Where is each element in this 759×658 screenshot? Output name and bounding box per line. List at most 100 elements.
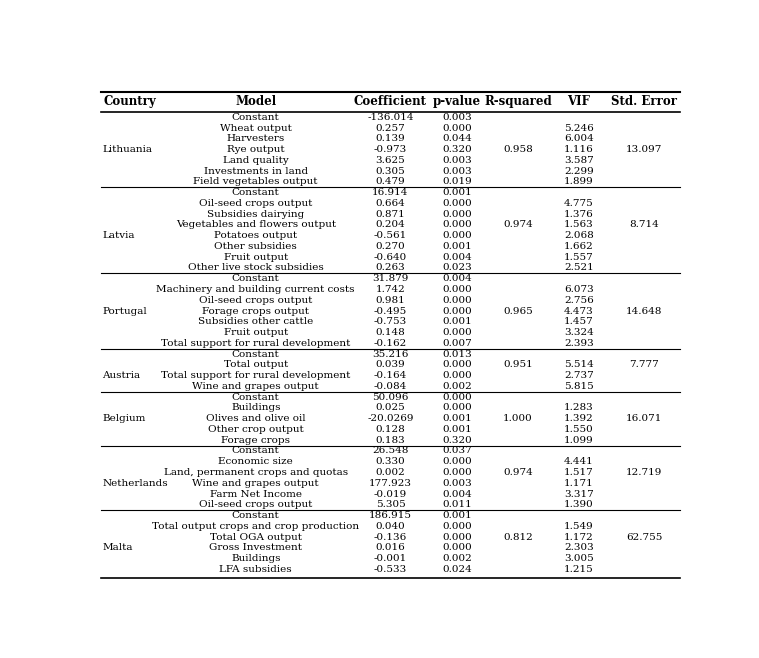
Text: 0.000: 0.000 [442, 361, 472, 369]
Text: -0.495: -0.495 [374, 307, 407, 316]
Text: 0.270: 0.270 [376, 242, 405, 251]
Text: 1.457: 1.457 [564, 317, 594, 326]
Text: 0.003: 0.003 [442, 113, 472, 122]
Text: 1.517: 1.517 [564, 468, 594, 477]
Text: 0.958: 0.958 [503, 145, 533, 154]
Text: Wine and grapes output: Wine and grapes output [193, 382, 319, 391]
Text: 0.148: 0.148 [376, 328, 405, 337]
Text: 0.000: 0.000 [442, 231, 472, 240]
Text: Machinery and building current costs: Machinery and building current costs [156, 285, 355, 294]
Text: Farm Net Income: Farm Net Income [209, 490, 302, 499]
Text: 3.317: 3.317 [564, 490, 594, 499]
Text: 0.016: 0.016 [376, 544, 405, 552]
Text: Total support for rural development: Total support for rural development [161, 339, 351, 348]
Text: 2.303: 2.303 [564, 544, 594, 552]
Text: LFA subsidies: LFA subsidies [219, 565, 292, 574]
Text: 2.393: 2.393 [564, 339, 594, 348]
Text: Portugal: Portugal [102, 307, 147, 316]
Text: 13.097: 13.097 [625, 145, 662, 154]
Text: 35.216: 35.216 [372, 349, 408, 359]
Text: 0.001: 0.001 [442, 317, 472, 326]
Text: 0.974: 0.974 [503, 220, 533, 230]
Text: 0.040: 0.040 [376, 522, 405, 531]
Text: 0.044: 0.044 [442, 134, 472, 143]
Text: 0.981: 0.981 [376, 296, 405, 305]
Text: 3.324: 3.324 [564, 328, 594, 337]
Text: 0.812: 0.812 [503, 532, 533, 542]
Text: 1.662: 1.662 [564, 242, 594, 251]
Text: Coefficient: Coefficient [354, 95, 427, 109]
Text: 0.039: 0.039 [376, 361, 405, 369]
Text: Buildings: Buildings [231, 403, 281, 413]
Text: 0.263: 0.263 [376, 263, 405, 272]
Text: 2.299: 2.299 [564, 166, 594, 176]
Text: 50.096: 50.096 [372, 393, 408, 401]
Text: Constant: Constant [231, 393, 279, 401]
Text: -0.533: -0.533 [374, 565, 407, 574]
Text: Constant: Constant [231, 447, 279, 455]
Text: 0.000: 0.000 [442, 393, 472, 401]
Text: Constant: Constant [231, 188, 279, 197]
Text: -0.162: -0.162 [374, 339, 407, 348]
Text: -136.014: -136.014 [367, 113, 414, 122]
Text: -0.973: -0.973 [374, 145, 407, 154]
Text: -0.561: -0.561 [374, 231, 407, 240]
Text: 0.024: 0.024 [442, 565, 472, 574]
Text: 0.002: 0.002 [442, 382, 472, 391]
Text: 0.001: 0.001 [442, 188, 472, 197]
Text: 3.587: 3.587 [564, 156, 594, 165]
Text: 16.914: 16.914 [372, 188, 408, 197]
Text: -0.019: -0.019 [374, 490, 407, 499]
Text: 1.116: 1.116 [564, 145, 594, 154]
Text: p-value: p-value [433, 95, 481, 109]
Text: 0.330: 0.330 [376, 457, 405, 467]
Text: Constant: Constant [231, 349, 279, 359]
Text: -0.084: -0.084 [374, 382, 407, 391]
Text: 0.002: 0.002 [376, 468, 405, 477]
Text: Harvesters: Harvesters [227, 134, 285, 143]
Text: Economic size: Economic size [219, 457, 293, 467]
Text: 5.514: 5.514 [564, 361, 594, 369]
Text: 1.563: 1.563 [564, 220, 594, 230]
Text: Vegetables and flowers output: Vegetables and flowers output [175, 220, 335, 230]
Text: -0.640: -0.640 [374, 253, 407, 262]
Text: 0.000: 0.000 [442, 285, 472, 294]
Text: Austria: Austria [102, 371, 140, 380]
Text: Investments in land: Investments in land [203, 166, 308, 176]
Text: -0.753: -0.753 [374, 317, 407, 326]
Text: 62.755: 62.755 [625, 532, 662, 542]
Text: 0.000: 0.000 [442, 124, 472, 132]
Text: 0.871: 0.871 [376, 210, 405, 218]
Text: -20.0269: -20.0269 [367, 414, 414, 423]
Text: 0.000: 0.000 [442, 210, 472, 218]
Text: Latvia: Latvia [102, 231, 135, 240]
Text: Land, permanent crops and quotas: Land, permanent crops and quotas [164, 468, 348, 477]
Text: Total output: Total output [224, 361, 288, 369]
Text: 12.719: 12.719 [625, 468, 662, 477]
Text: 0.305: 0.305 [376, 166, 405, 176]
Text: 0.003: 0.003 [442, 156, 472, 165]
Text: Model: Model [235, 95, 276, 109]
Text: 0.257: 0.257 [376, 124, 405, 132]
Text: 0.000: 0.000 [442, 328, 472, 337]
Text: Subsidies other cattle: Subsidies other cattle [198, 317, 313, 326]
Text: -0.164: -0.164 [374, 371, 407, 380]
Text: 0.013: 0.013 [442, 349, 472, 359]
Text: 0.320: 0.320 [442, 436, 472, 445]
Text: Oil-seed crops output: Oil-seed crops output [199, 296, 313, 305]
Text: 7.777: 7.777 [629, 361, 659, 369]
Text: -0.001: -0.001 [374, 554, 407, 563]
Text: Total OGA output: Total OGA output [209, 532, 302, 542]
Text: Wheat output: Wheat output [220, 124, 291, 132]
Text: 6.004: 6.004 [564, 134, 594, 143]
Text: 0.000: 0.000 [442, 468, 472, 477]
Text: 0.128: 0.128 [376, 425, 405, 434]
Text: 0.000: 0.000 [442, 220, 472, 230]
Text: 0.003: 0.003 [442, 166, 472, 176]
Text: 0.004: 0.004 [442, 490, 472, 499]
Text: 0.019: 0.019 [442, 178, 472, 186]
Text: 14.648: 14.648 [625, 307, 662, 316]
Text: 4.775: 4.775 [564, 199, 594, 208]
Text: Oil-seed crops output: Oil-seed crops output [199, 500, 313, 509]
Text: 0.001: 0.001 [442, 242, 472, 251]
